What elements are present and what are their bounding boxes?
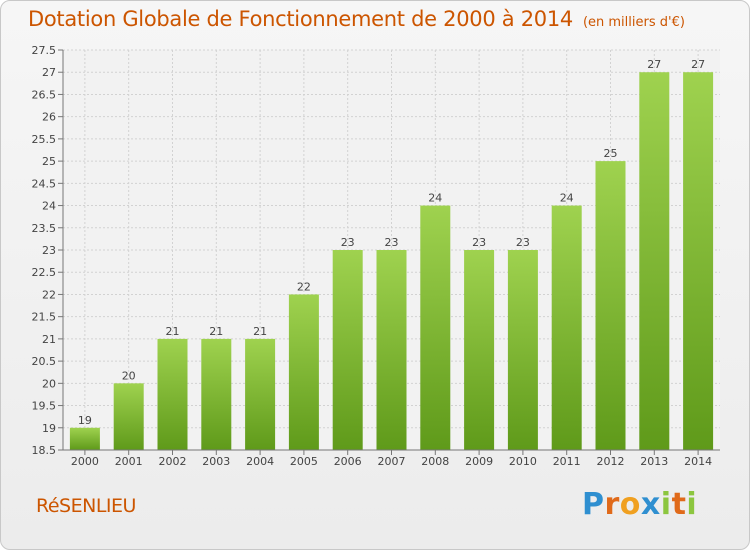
bar-layer (69, 72, 714, 450)
data-label-2010: 23 (516, 236, 530, 249)
bar-2001 (113, 383, 144, 450)
bar-2013 (639, 72, 670, 450)
y-tick-label: 23 (42, 244, 56, 257)
x-tick-label-2008: 2008 (421, 455, 449, 468)
bar-2009 (464, 250, 495, 450)
x-tick-label-2003: 2003 (202, 455, 230, 468)
bar-2014 (683, 72, 714, 450)
y-tick-label: 21.5 (32, 311, 57, 324)
y-tick-label: 20 (42, 377, 56, 390)
data-label-2000: 19 (78, 414, 92, 427)
y-tick-label: 19 (42, 422, 56, 435)
data-label-2003: 21 (209, 325, 223, 338)
y-tick-label: 25.5 (32, 133, 57, 146)
data-label-2007: 23 (385, 236, 399, 249)
bar-2012 (595, 161, 626, 450)
y-tick-label: 21 (42, 333, 56, 346)
bar-2005 (288, 294, 319, 450)
data-label-2013: 27 (647, 58, 661, 71)
x-tick-label-2005: 2005 (290, 455, 318, 468)
data-label-2006: 23 (341, 236, 355, 249)
x-tick-label-2000: 2000 (71, 455, 99, 468)
x-tick-label-2011: 2011 (553, 455, 581, 468)
bar-2004 (245, 338, 276, 450)
bar-2003 (201, 338, 232, 450)
x-tick-label-2001: 2001 (115, 455, 143, 468)
y-tick-label: 26.5 (32, 88, 57, 101)
x-tick-label-2002: 2002 (159, 455, 187, 468)
y-tick-label: 22.5 (32, 266, 57, 279)
data-label-2011: 24 (560, 192, 574, 205)
bar-2007 (376, 250, 407, 450)
x-tick-label-2009: 2009 (465, 455, 493, 468)
data-label-2002: 21 (166, 325, 180, 338)
data-label-2014: 27 (691, 58, 705, 71)
proxiti-logo: Proxiti (582, 487, 698, 522)
y-tick-label: 18.5 (32, 444, 57, 457)
title-text: Dotation Globale de Fonctionnement de 20… (28, 7, 573, 31)
bar-2000 (69, 427, 100, 450)
bar-2010 (507, 250, 538, 450)
y-tick-label: 25 (42, 155, 56, 168)
y-tick-label: 20.5 (32, 355, 57, 368)
data-label-2004: 21 (253, 325, 267, 338)
x-tick-label-2013: 2013 (640, 455, 668, 468)
x-tick-label-2004: 2004 (246, 455, 274, 468)
data-label-2008: 24 (428, 192, 442, 205)
y-tick-label: 24 (42, 200, 56, 213)
y-tick-label: 22 (42, 288, 56, 301)
y-tick-label: 19.5 (32, 400, 57, 413)
label-layer: 19 20 21 21 21 22 23 23 24 23 23 24 25 27 27 (78, 58, 705, 427)
x-tick-label-2007: 2007 (378, 455, 406, 468)
x-tick-label-2010: 2010 (509, 455, 537, 468)
data-label-2005: 22 (297, 280, 311, 293)
bar-2008 (420, 205, 451, 450)
y-tick-label: 23.5 (32, 222, 57, 235)
data-label-2001: 20 (122, 369, 136, 382)
bar-2002 (157, 338, 188, 450)
data-label-2009: 23 (472, 236, 486, 249)
x-tick-label-2012: 2012 (597, 455, 625, 468)
unit-label: (en milliers d'€) (582, 15, 685, 30)
x-tick-label-2014: 2014 (684, 455, 712, 468)
bar-2011 (551, 205, 582, 450)
chart-title: Dotation Globale de Fonctionnement de 20… (28, 7, 685, 31)
y-tick-label: 24.5 (32, 177, 57, 190)
data-label-2012: 25 (604, 147, 618, 160)
axis-layer: 18.5 19 19.5 20 20.5 21 21.5 22 22.5 23 23.5 24 24.5… (32, 44, 720, 468)
bar-2006 (332, 250, 363, 450)
x-tick-label-2006: 2006 (334, 455, 362, 468)
y-tick-label: 27 (42, 66, 56, 79)
commune-name: RéSENLIEU (36, 495, 136, 517)
y-tick-label: 26 (42, 111, 56, 124)
y-tick-label: 27.5 (32, 44, 57, 57)
